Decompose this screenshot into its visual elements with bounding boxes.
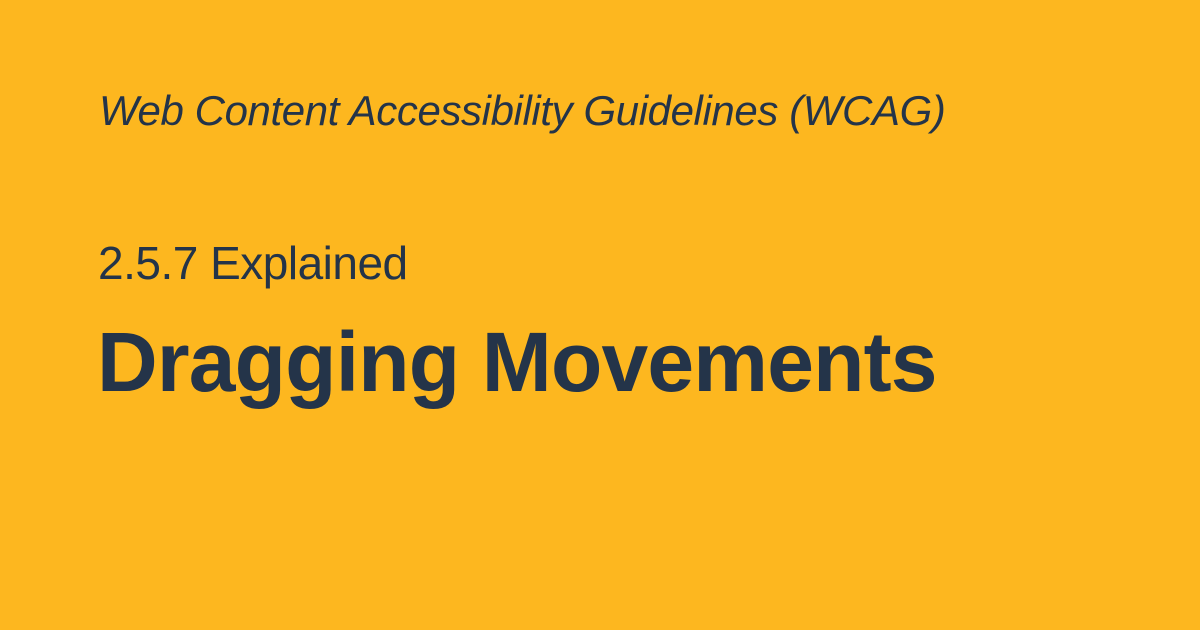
criterion-subtitle: 2.5.7 Explained <box>98 237 408 289</box>
guideline-label: Web Content Accessibility Guidelines (WC… <box>99 87 946 134</box>
page-title: Dragging Movements <box>97 315 938 409</box>
